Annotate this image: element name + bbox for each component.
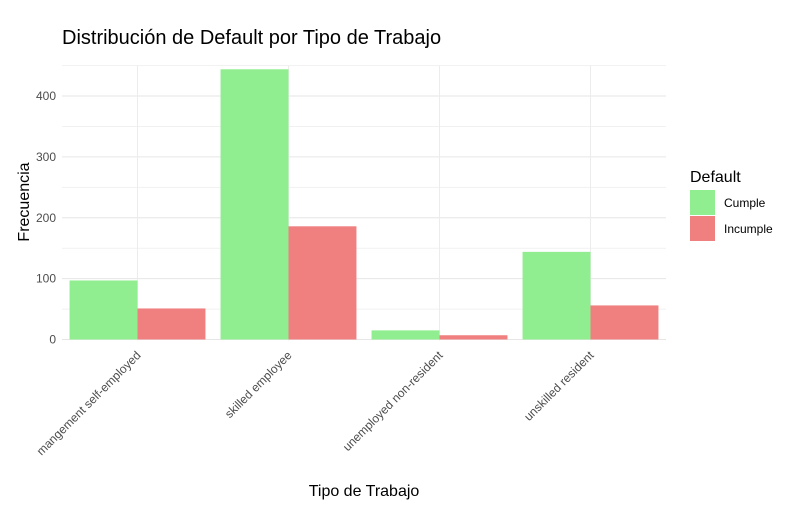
bar-cumple-1 [220,69,289,340]
bar-incumple-1 [288,226,357,340]
chart-title: Distribución de Default por Tipo de Trab… [62,27,441,49]
legend-label: Incumple [724,222,773,236]
bar-incumple-0 [137,308,206,340]
y-tick-label: 200 [36,211,56,225]
legend-items: Cumple Incumple [690,190,773,241]
x-axis-label: Tipo de Trabajo [309,483,420,500]
legend-title: Default [690,169,741,186]
x-tick-label: unemployed non-resident [340,348,446,454]
bar-incumple-3 [590,305,659,340]
legend: Default Cumple Incumple [690,169,773,241]
legend-key-cumple [690,190,715,215]
y-tick-label: 0 [49,333,56,347]
bar-cumple-2 [371,330,440,340]
x-tick-label: skilled employee [222,348,295,421]
y-axis-label: Frecuencia [16,162,33,241]
x-tick-label: mangement self-employed [34,348,144,458]
legend-label: Cumple [724,196,766,210]
bar-cumple-3 [522,251,591,340]
legend-key-incumple [690,216,715,241]
bars [69,69,659,340]
y-axis-ticks: 0 100 200 300 400 [36,89,56,346]
y-tick-label: 100 [36,272,56,286]
x-axis-ticks: mangement self-employed skilled employee u… [34,348,597,458]
y-tick-label: 300 [36,150,56,164]
x-tick-label: unskilled resident [521,348,597,424]
bar-incumple-2 [439,335,508,340]
y-tick-label: 400 [36,89,56,103]
bar-cumple-0 [69,280,138,340]
